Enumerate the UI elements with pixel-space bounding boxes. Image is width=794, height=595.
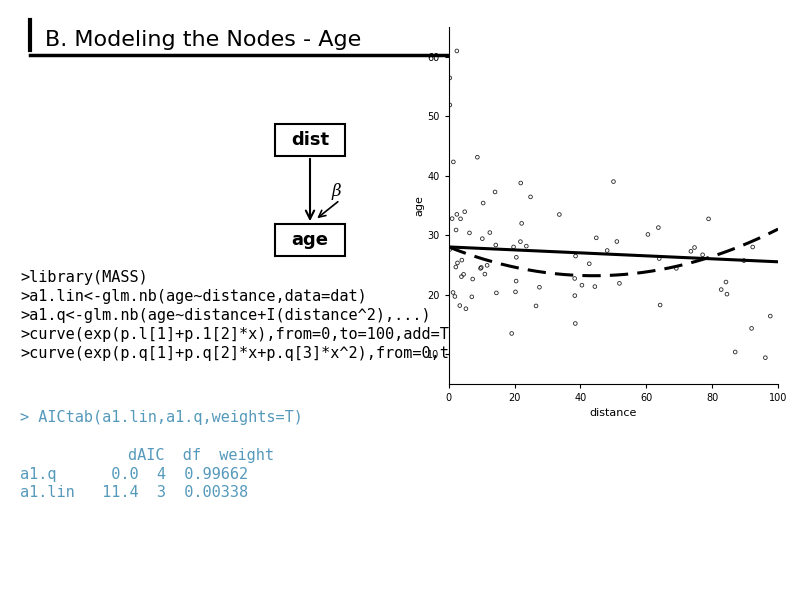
Point — [479, 270, 491, 279]
Text: a1.q      0.0  4  0.99662: a1.q 0.0 4 0.99662 — [20, 467, 248, 482]
Text: >a1.lin<-glm.nb(age~distance,data=dat): >a1.lin<-glm.nb(age~distance,data=dat) — [20, 289, 367, 304]
Point — [443, 245, 456, 254]
Point — [583, 259, 596, 268]
Point — [611, 237, 623, 246]
Point — [569, 274, 581, 283]
Point — [746, 324, 758, 333]
Text: B. Modeling the Nodes - Age: B. Modeling the Nodes - Age — [45, 30, 361, 50]
Point — [465, 292, 478, 302]
Point — [652, 223, 665, 232]
Point — [490, 288, 503, 298]
Point — [653, 300, 666, 310]
Point — [510, 252, 522, 262]
Text: β: β — [332, 183, 341, 201]
Text: >curve(exp(p.q[1]+p.q[2]*x+p.q[3]*x^2),from=0,to=100,add=T,lty=2): >curve(exp(p.q[1]+p.q[2]*x+p.q[3]*x^2),f… — [20, 346, 613, 361]
Point — [456, 255, 468, 265]
Point — [447, 288, 460, 298]
Point — [715, 285, 727, 295]
Point — [764, 311, 777, 321]
Point — [481, 261, 494, 270]
Point — [684, 246, 697, 256]
Point — [590, 233, 603, 243]
Text: > AICtab(a1.lin,a1.q,weights=T): > AICtab(a1.lin,a1.q,weights=T) — [20, 410, 303, 425]
Point — [588, 282, 601, 292]
Point — [450, 209, 463, 219]
Point — [447, 157, 460, 167]
Point — [507, 242, 520, 252]
Point — [455, 272, 468, 281]
Point — [488, 187, 501, 197]
Text: a1.lin   11.4  3  0.00338: a1.lin 11.4 3 0.00338 — [20, 485, 248, 500]
Point — [729, 347, 742, 357]
Text: >library(MASS): >library(MASS) — [20, 270, 148, 285]
Point — [457, 270, 470, 279]
Text: age: age — [291, 231, 329, 249]
Point — [670, 264, 683, 273]
Text: >curve(exp(p.l[1]+p.1[2]*x),from=0,to=100,add=T): >curve(exp(p.l[1]+p.1[2]*x),from=0,to=10… — [20, 327, 458, 342]
Point — [569, 251, 582, 261]
FancyBboxPatch shape — [275, 124, 345, 156]
Point — [451, 258, 464, 268]
X-axis label: distance: distance — [590, 408, 637, 418]
Point — [738, 256, 750, 265]
Point — [466, 274, 479, 284]
Point — [719, 277, 732, 287]
Point — [476, 234, 488, 243]
Point — [454, 214, 467, 224]
Point — [759, 353, 772, 362]
Point — [458, 207, 471, 217]
Point — [475, 262, 488, 272]
Point — [601, 246, 614, 255]
Point — [515, 218, 528, 228]
Point — [471, 152, 484, 162]
Point — [696, 250, 709, 259]
Point — [569, 291, 581, 300]
Point — [553, 210, 565, 220]
Point — [688, 243, 701, 252]
Point — [533, 283, 545, 292]
Point — [509, 287, 522, 297]
Point — [449, 292, 461, 301]
Point — [613, 278, 626, 288]
Point — [450, 46, 463, 56]
Point — [642, 230, 654, 239]
Text: dAIC  df  weight: dAIC df weight — [55, 448, 274, 463]
Point — [505, 328, 518, 338]
Point — [449, 226, 462, 235]
Point — [477, 198, 490, 208]
Point — [524, 192, 537, 202]
Point — [489, 240, 502, 250]
Point — [653, 254, 665, 264]
Text: >a1.q<-glm.nb(age~distance+I(distance^2),...): >a1.q<-glm.nb(age~distance+I(distance^2)… — [20, 308, 430, 323]
Y-axis label: age: age — [414, 195, 425, 216]
Point — [449, 262, 462, 272]
Point — [576, 280, 588, 290]
Point — [463, 228, 476, 237]
Point — [510, 276, 522, 286]
Point — [746, 242, 759, 252]
Point — [569, 319, 582, 328]
Point — [702, 214, 715, 224]
Point — [484, 228, 496, 237]
Point — [530, 301, 542, 311]
Point — [453, 301, 466, 311]
Point — [474, 264, 487, 273]
Point — [514, 237, 526, 246]
Point — [515, 178, 527, 188]
Point — [607, 177, 620, 186]
Point — [443, 73, 456, 83]
Point — [445, 214, 458, 223]
Point — [721, 289, 734, 299]
Point — [460, 304, 472, 314]
FancyBboxPatch shape — [275, 224, 345, 256]
Text: dist: dist — [291, 131, 329, 149]
Point — [444, 100, 457, 109]
Point — [520, 242, 533, 251]
